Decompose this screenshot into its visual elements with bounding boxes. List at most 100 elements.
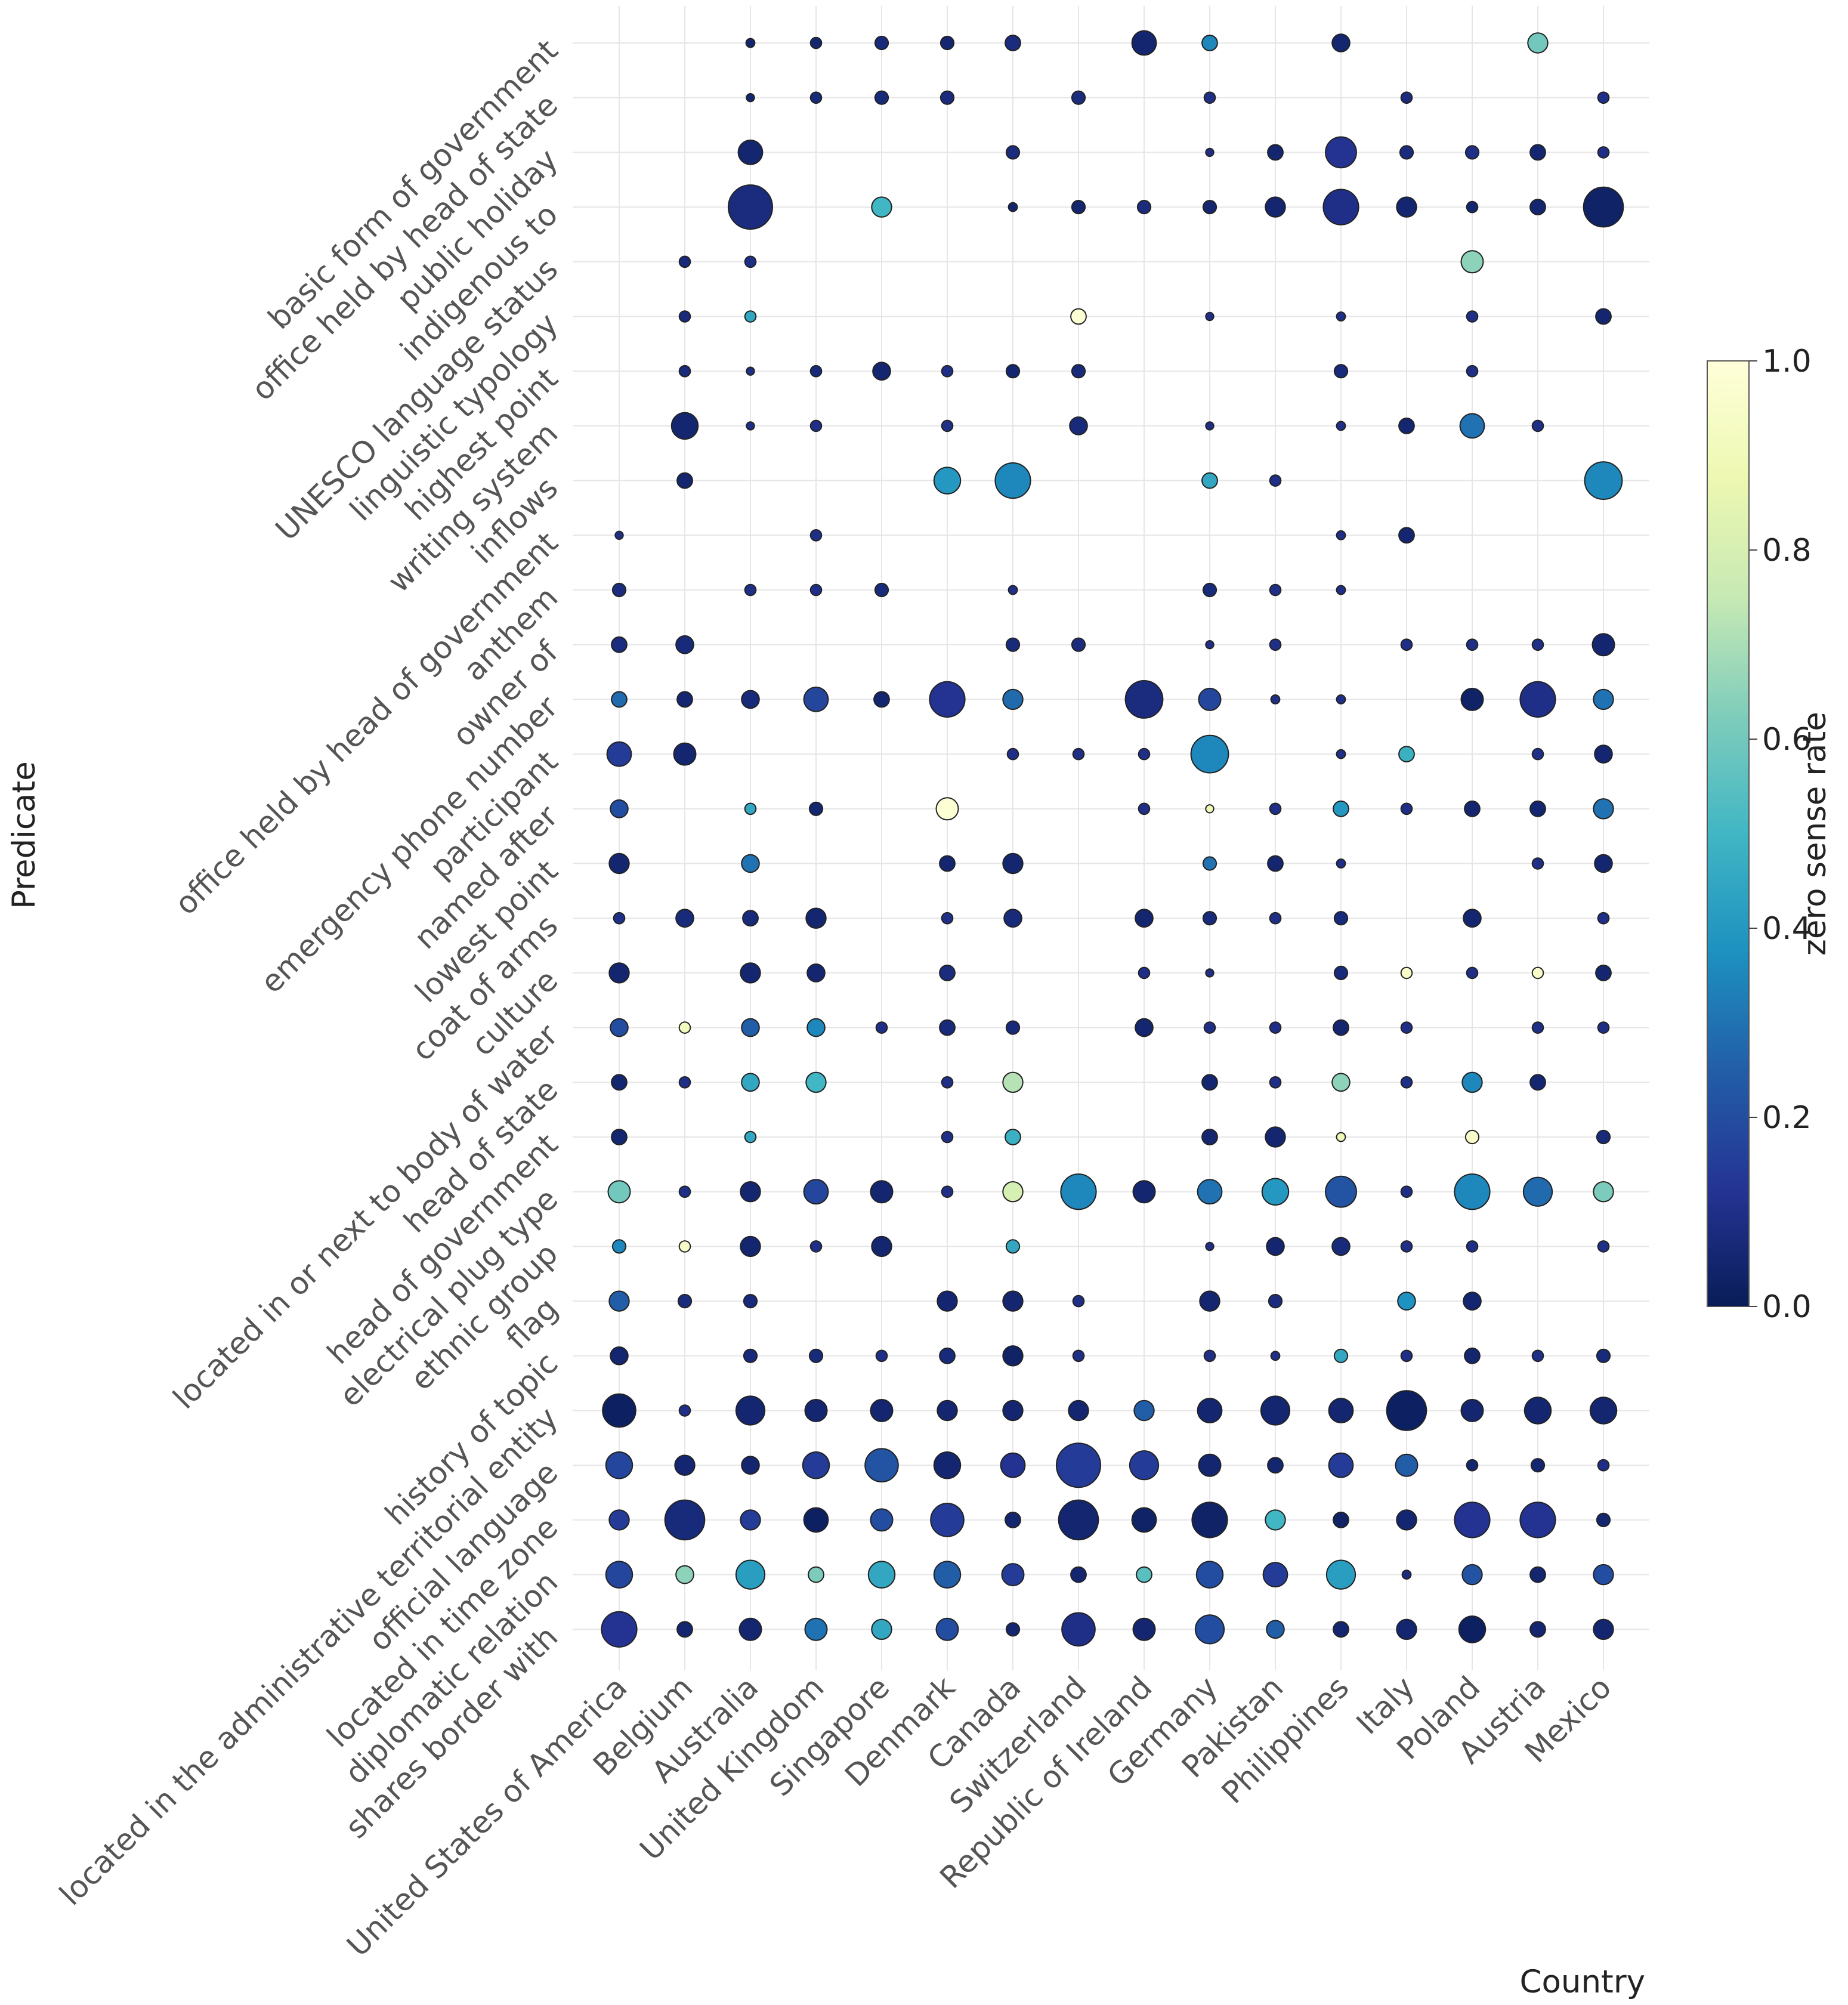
bubble-point (1194, 1614, 1225, 1645)
bubble-point (808, 801, 824, 816)
bubble-point (805, 907, 827, 929)
bubble-point (1458, 1615, 1487, 1643)
bubble-point (1527, 32, 1549, 54)
bubble-point (1068, 1400, 1089, 1422)
bubble-point (605, 1561, 633, 1589)
bubble-point (1270, 1351, 1281, 1361)
bubble-point (1331, 33, 1351, 52)
bubble-point (1133, 1400, 1155, 1422)
bubble-point (941, 1076, 954, 1089)
bubble-point (611, 691, 628, 708)
bubble-point (746, 421, 755, 431)
bubble-point (1002, 1290, 1024, 1312)
bubble-point (611, 1129, 628, 1145)
bubble-point (1400, 638, 1413, 651)
bubble-point (611, 636, 628, 653)
bubble-point (808, 1566, 824, 1583)
bubble-point (1205, 804, 1215, 814)
bubble-point (1197, 1179, 1223, 1205)
bubble-point (1529, 800, 1546, 817)
bubble-point (1463, 1292, 1482, 1311)
bubble-point (676, 1621, 693, 1638)
bubble-point (675, 1565, 694, 1584)
bubble-point (1400, 91, 1413, 104)
bubble-point (670, 412, 699, 440)
bubble-point (1071, 637, 1086, 652)
bubble-point (1336, 530, 1346, 540)
bubble-point (1132, 1617, 1156, 1641)
bubble-point (678, 255, 691, 268)
bubble-point (1135, 909, 1154, 928)
bubble-point (940, 90, 955, 105)
bubble-point (1135, 1018, 1154, 1037)
bubble-point (1002, 1071, 1024, 1093)
bubble-point (1459, 413, 1485, 439)
bubble-point (1531, 966, 1544, 980)
bubble-point (675, 909, 694, 928)
bubble-point (1269, 583, 1282, 597)
bubble-point (1597, 1021, 1610, 1034)
bubble-point (1594, 854, 1613, 873)
colorbar-tick-label: 0.8 (1762, 533, 1812, 569)
bubble-point (742, 910, 759, 927)
bubble-point (1136, 200, 1152, 215)
bubble-point (1205, 1241, 1215, 1252)
bubble-point (676, 691, 693, 708)
bubble-point (1400, 802, 1413, 815)
bubble-point (602, 1393, 636, 1428)
bubble-point (608, 962, 630, 984)
bubble-point (1005, 1512, 1021, 1528)
bubble-point (1261, 1178, 1290, 1206)
bubble-point (1596, 1129, 1611, 1145)
bubble-point (804, 1617, 828, 1641)
bubble-point (1593, 688, 1614, 710)
bubble-point (1597, 1240, 1610, 1253)
bubble-point (1531, 1349, 1544, 1363)
bubble-point (1400, 1076, 1413, 1089)
bubble-point (1333, 1512, 1349, 1528)
bubble-point (744, 310, 757, 323)
bubble-point (1336, 1132, 1346, 1142)
bubble-point (1138, 966, 1151, 980)
bubble-point (930, 1503, 965, 1537)
bubble-point (605, 1451, 633, 1479)
bubble-point (1331, 1237, 1351, 1256)
bubble-point (1269, 1021, 1282, 1034)
bubble-point (806, 963, 826, 983)
bubble-point (1333, 965, 1349, 981)
bubble-point (1002, 1400, 1024, 1422)
bubble-point (1464, 145, 1480, 160)
bubble-point (1001, 1563, 1025, 1587)
bubble-point (1519, 681, 1556, 718)
bubble-point (1333, 1621, 1349, 1638)
bubble-point (1595, 308, 1612, 325)
bubble-point (1597, 91, 1610, 104)
bubble-point (611, 1074, 628, 1091)
bubble-point (941, 1185, 954, 1198)
bubble-point (1325, 136, 1357, 169)
bubble-point (1205, 968, 1215, 978)
bubble-point (1070, 1566, 1087, 1583)
bubble-point (1266, 1237, 1285, 1256)
bubble-point (1071, 364, 1086, 379)
bubble-point (743, 1294, 758, 1309)
bubble-point (1398, 418, 1415, 434)
bubble-point (867, 1561, 896, 1589)
bubble-point (872, 362, 891, 381)
bubble-point (1460, 250, 1484, 274)
bubble-point (744, 802, 757, 815)
bubble-point (1400, 966, 1413, 980)
colorbar-tick-label: 0.2 (1762, 1100, 1812, 1136)
bubble-point (937, 1400, 958, 1422)
bubble-point (740, 962, 761, 984)
bubble-point (1131, 30, 1157, 56)
bubble-point (743, 1348, 758, 1363)
bubble-point (870, 1180, 894, 1204)
bubble-point (1005, 1129, 1021, 1145)
bubble-point (1201, 472, 1218, 489)
colorbar-tick-label: 1.0 (1762, 344, 1812, 379)
bubble-point (1328, 1398, 1354, 1423)
bubble-point (809, 583, 823, 597)
bubble-point (1466, 1240, 1479, 1253)
